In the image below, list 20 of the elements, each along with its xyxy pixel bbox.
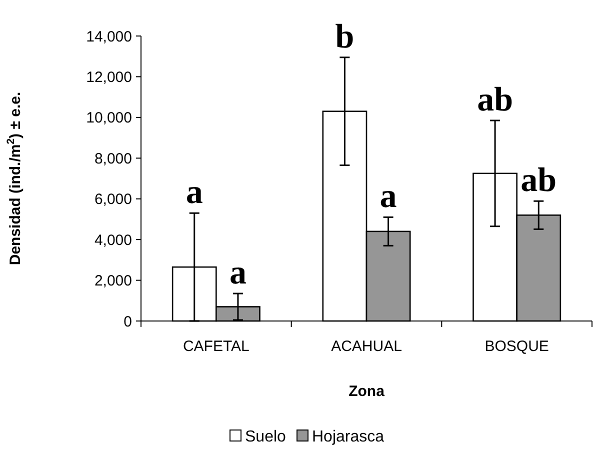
annotation: a — [186, 174, 203, 212]
annotation: b — [335, 18, 354, 56]
annotation: ab — [520, 162, 557, 200]
y-tick-label: 6,000 — [94, 191, 132, 208]
x-axis-title: Zona — [348, 383, 386, 400]
x-tick-label: BOSQUE — [484, 338, 549, 355]
y-tick-label: 4,000 — [94, 232, 132, 249]
annotation: a — [229, 254, 246, 292]
legend-label: Hojarasca — [312, 428, 384, 446]
y-tick-label: 8,000 — [94, 150, 132, 168]
y-tick-label: 10,000 — [86, 110, 132, 127]
x-tick-label: CAFETAL — [182, 338, 250, 355]
annotation: ab — [477, 81, 513, 118]
y-tick-label: 0 — [124, 313, 132, 330]
y-tick-label: 14,000 — [86, 28, 132, 46]
legend-label: Suelo — [245, 428, 286, 446]
annotation: a — [380, 178, 397, 216]
y-tick-label: 12,000 — [86, 68, 132, 86]
x-tick-label: ACAHUAL — [331, 338, 402, 355]
y-tick-label: 2,000 — [94, 272, 132, 290]
